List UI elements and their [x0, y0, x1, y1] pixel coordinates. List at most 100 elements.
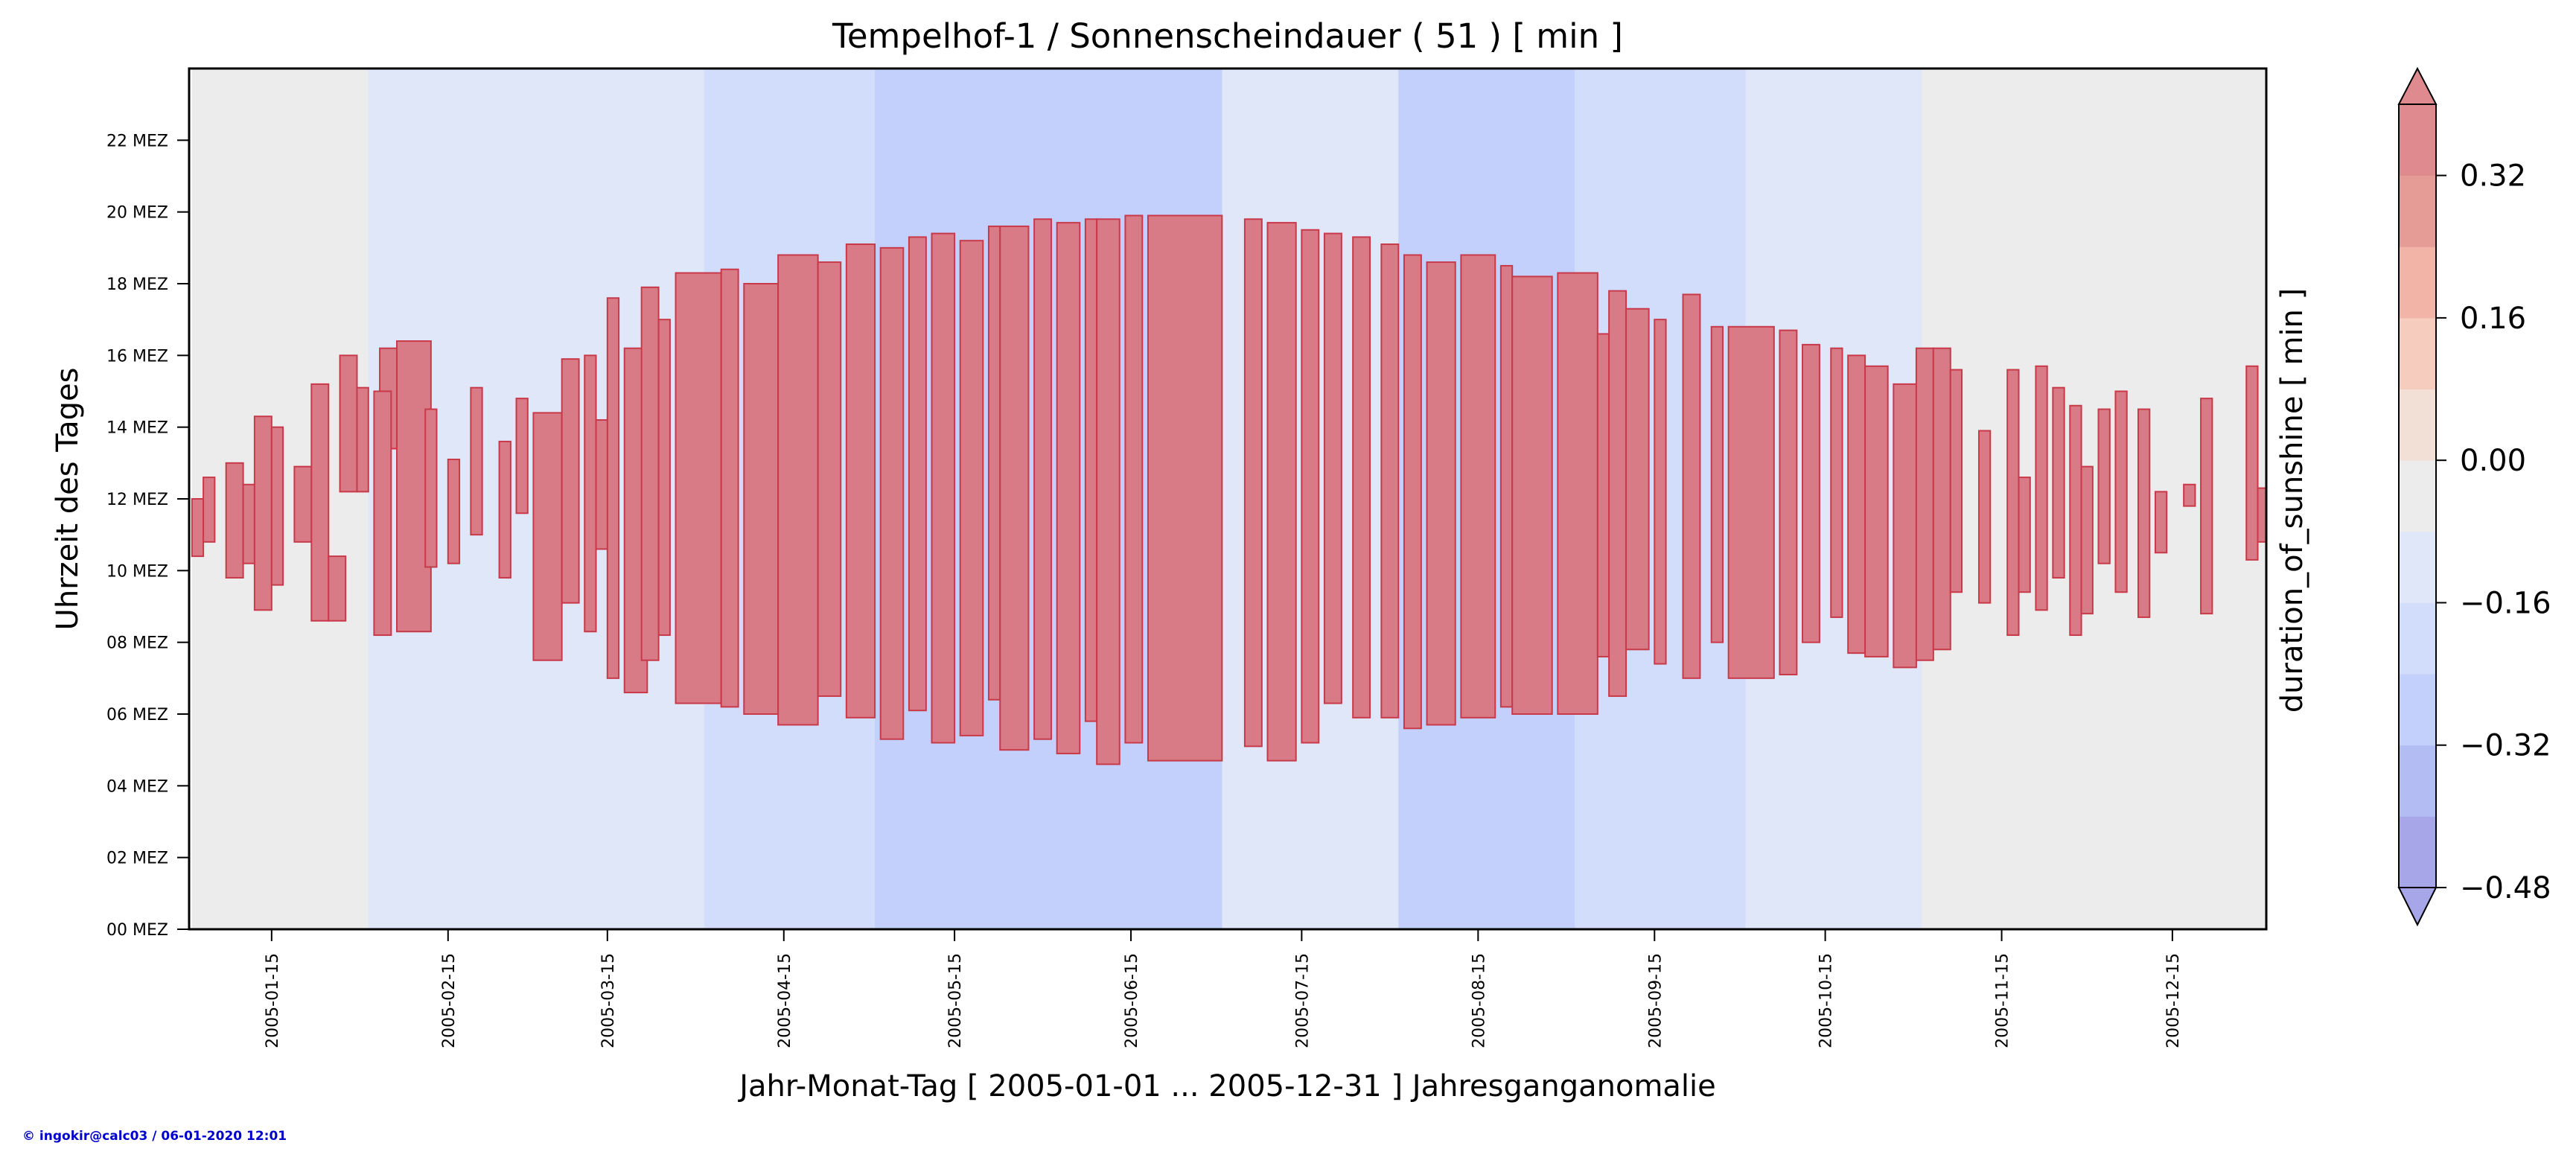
x-tick-label: 2005-11-15 — [1994, 953, 2012, 1048]
colorbar-level — [2399, 317, 2436, 390]
anomaly-band-69 — [1893, 383, 1917, 669]
x-tick-label: 2005-07-15 — [1293, 953, 1312, 1048]
anomaly-band-16 — [470, 386, 483, 536]
anomaly-band-29 — [743, 283, 780, 715]
anomaly-band-35 — [931, 232, 956, 744]
anomaly-band-8 — [328, 555, 347, 622]
anomaly-band-4 — [253, 415, 272, 611]
anomaly-band-51 — [1403, 254, 1422, 730]
anomaly-band-34 — [908, 236, 927, 712]
anomaly-band-58 — [1608, 290, 1627, 697]
anomaly-band-45 — [1243, 218, 1263, 748]
y-tick-label: 12 MEZ — [106, 491, 168, 509]
colorbar-label: duration_of_sunshine [ min ] — [2275, 288, 2309, 713]
colorbar-tick-label: −0.48 — [2460, 871, 2551, 905]
anomaly-band-78 — [2069, 404, 2082, 637]
credit-footer: © ingokir@calc03 / 06-01-2020 12:01 — [22, 1129, 287, 1144]
anomaly-band-41 — [1084, 218, 1098, 722]
anomaly-band-19 — [532, 412, 563, 661]
anomaly-band-52 — [1426, 261, 1456, 726]
anomaly-band-55 — [1511, 275, 1553, 716]
anomaly-band-33 — [879, 246, 905, 740]
anomaly-band-66 — [1830, 347, 1843, 618]
colorbar-level — [2399, 674, 2436, 746]
colorbar-tick-label: 0.32 — [2460, 159, 2526, 194]
anomaly-band-40 — [1056, 222, 1081, 754]
colorbar-level — [2399, 745, 2436, 817]
anomaly-band-76 — [2035, 365, 2048, 611]
y-axis: 00 MEZ 02 MEZ 04 MEZ 06 MEZ 08 MEZ 10 MEZ 12 M… — [106, 132, 189, 940]
x-tick-label: 2005-09-15 — [1646, 953, 1665, 1048]
anomaly-band-27 — [675, 272, 722, 704]
colorbar-extend-max — [2397, 66, 2438, 105]
anomaly-band-54 — [1499, 264, 1514, 708]
anomaly-band-70 — [1915, 347, 1934, 661]
colorbar-tick-label: −0.32 — [2460, 729, 2551, 763]
x-axis-label: Jahr-Monat-Tag [ 2005-01-01 ... 2005-12-… — [737, 1069, 1716, 1103]
anomaly-band-23 — [606, 297, 620, 679]
chart-title: Tempelhof-1 / Sonnenscheindauer ( 51 ) [… — [832, 16, 1623, 56]
anomaly-band-49 — [1352, 236, 1371, 719]
y-tick-label: 08 MEZ — [106, 634, 168, 653]
anomaly-band-63 — [1727, 325, 1775, 679]
x-tick-label: 2005-10-15 — [1817, 953, 1836, 1048]
anomaly-band-59 — [1625, 308, 1650, 651]
anomaly-band-50 — [1380, 243, 1400, 719]
anomaly-band-6 — [293, 465, 313, 543]
y-axis-label: Uhrzeit des Tages — [51, 368, 85, 631]
anomaly-band-43 — [1124, 214, 1144, 744]
anomaly-band-83 — [2154, 491, 2168, 554]
anomaly-band-53 — [1460, 254, 1496, 719]
anomaly-band-44 — [1147, 214, 1223, 762]
anomaly-band-68 — [1864, 365, 1889, 657]
anomaly-band-48 — [1323, 232, 1342, 704]
colorbar-level — [2399, 531, 2436, 603]
anomaly-band-74 — [2006, 369, 2020, 637]
anomaly-band-67 — [1847, 354, 1866, 654]
anomaly-band-17 — [498, 440, 511, 579]
colorbar-level — [2399, 175, 2436, 247]
anomaly-band-86 — [2245, 365, 2259, 561]
anomaly-bands — [191, 214, 2266, 765]
y-tick-label: 22 MEZ — [106, 132, 168, 150]
anomaly-band-56 — [1557, 272, 1598, 715]
anomaly-band-71 — [1932, 347, 1951, 651]
anomaly-band-61 — [1682, 293, 1701, 679]
anomaly-band-80 — [2097, 408, 2111, 564]
x-tick-label: 2005-02-15 — [440, 953, 459, 1048]
colorbar-level — [2399, 104, 2436, 176]
anomaly-band-81 — [2114, 390, 2128, 593]
anomaly-band-46 — [1266, 222, 1297, 762]
anomaly-band-3 — [242, 483, 255, 564]
anomaly-band-9 — [339, 354, 358, 493]
colorbar-level — [2399, 389, 2436, 461]
y-tick-label: 16 MEZ — [106, 347, 168, 366]
anomaly-band-30 — [777, 254, 819, 726]
y-tick-label: 20 MEZ — [106, 204, 168, 223]
colorbar-level — [2399, 460, 2436, 532]
anomaly-band-82 — [2137, 408, 2151, 618]
anomaly-band-87 — [2257, 487, 2266, 543]
y-tick-label: 06 MEZ — [106, 706, 168, 724]
anomaly-band-5 — [270, 426, 284, 586]
anomaly-band-79 — [2080, 465, 2094, 615]
anomaly-band-42 — [1096, 218, 1120, 765]
anomaly-band-84 — [2183, 483, 2196, 507]
anomaly-band-20 — [561, 358, 580, 604]
anomaly-band-32 — [845, 243, 876, 719]
y-tick-label: 10 MEZ — [106, 562, 168, 581]
anomaly-band-37 — [987, 225, 1001, 701]
anomaly-band-85 — [2200, 398, 2213, 615]
colorbar-frame — [2398, 103, 2437, 888]
anomaly-band-39 — [1033, 218, 1053, 740]
y-tick-label: 00 MEZ — [106, 921, 168, 940]
anomaly-band-15 — [447, 459, 461, 564]
colorbar-level — [2399, 816, 2436, 888]
x-tick-label: 2005-01-15 — [264, 953, 282, 1048]
x-tick-label: 2005-12-15 — [2164, 953, 2183, 1048]
colorbar-extend-min — [2397, 887, 2438, 927]
anomaly-band-65 — [1802, 343, 1820, 643]
x-axis: 2005-01-15 2005-02-15 2005-03-15 2005-04-15… — [264, 929, 2183, 1048]
y-tick-label: 04 MEZ — [106, 777, 168, 796]
